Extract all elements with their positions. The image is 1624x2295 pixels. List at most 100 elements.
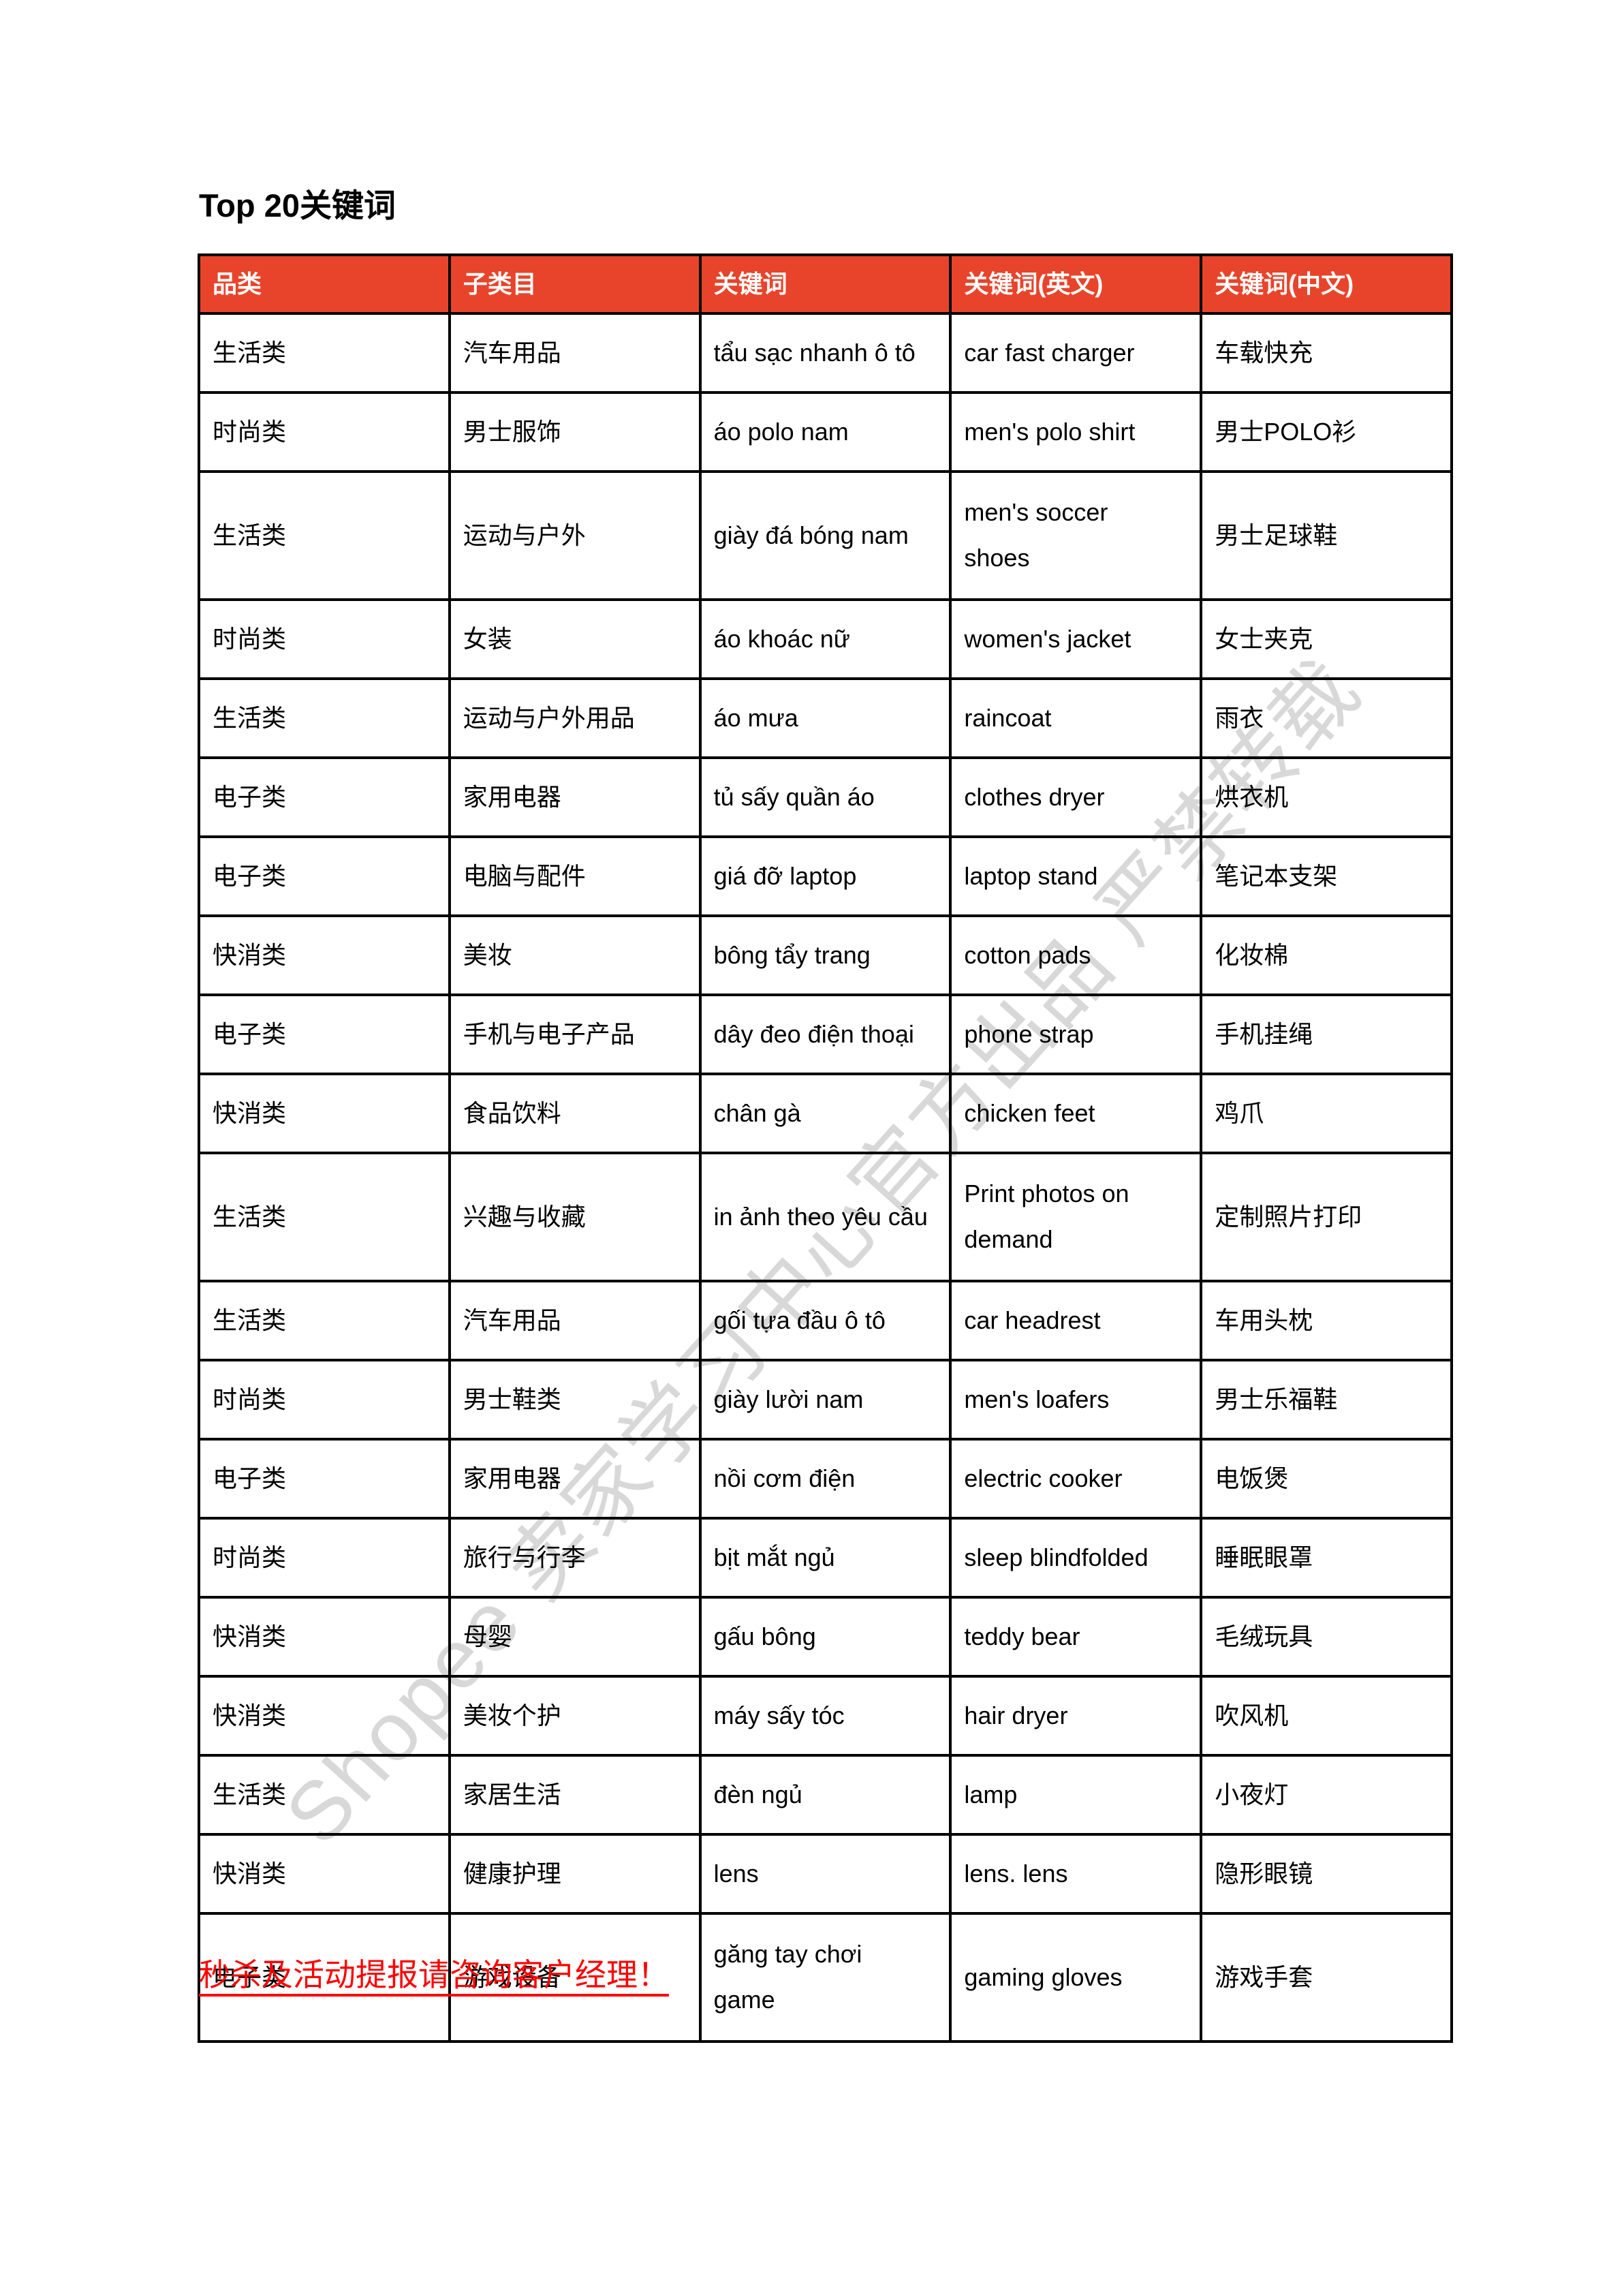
table-row: 生活类 汽车用品 gối tựa đầu ô tô car headrest 车用头枕	[198, 1280, 1453, 1361]
table-cell: gối tựa đầu ô tô	[698, 1280, 952, 1361]
table-cell: 家居生活	[448, 1754, 702, 1836]
header-cell-subcategory: 子类目	[448, 253, 702, 315]
table-row: 生活类 汽车用品 tẩu sạc nhanh ô tô car fast charge…	[198, 312, 1453, 394]
table-row: 生活类 运动与户外 giày đá bóng nam men's soccer sho…	[198, 470, 1453, 601]
table-cell: 生活类	[198, 1754, 451, 1836]
table-cell: 汽车用品	[448, 312, 702, 394]
table-cell: chân gà	[698, 1073, 952, 1154]
table-cell: 快消类	[198, 1596, 451, 1678]
table-cell: 快消类	[198, 1073, 451, 1154]
footer-note: 秒杀及活动提报请咨询客户经理！	[199, 1957, 669, 1992]
table-cell: 雨衣	[1200, 677, 1453, 759]
table-cell: men's polo shirt	[949, 391, 1203, 473]
table-body: 生活类 汽车用品 tẩu sạc nhanh ô tô car fast charge…	[198, 312, 1453, 2043]
table-cell: 家用电器	[448, 1438, 702, 1520]
table-row: 快消类 健康护理 lens lens. lens 隐形眼镜	[198, 1833, 1453, 1915]
table-cell: 时尚类	[198, 1517, 451, 1599]
table-row: 时尚类 旅行与行李 bịt mắt ngủ sleep blindfolded 睡眠眼罩	[198, 1517, 1453, 1599]
table-row: 电子类 家用电器 tủ sấy quần áo clothes dryer 烘衣机	[198, 756, 1453, 838]
table-cell: gaming gloves	[949, 1912, 1203, 2043]
table-cell: 快消类	[198, 914, 451, 996]
table-cell: giày lười nam	[698, 1359, 952, 1441]
table-cell: áo mưa	[698, 677, 952, 759]
table-cell: 男士鞋类	[448, 1359, 702, 1441]
table-row: 快消类 母婴 gấu bông teddy bear 毛绒玩具	[198, 1596, 1453, 1678]
table-cell: cotton pads	[949, 914, 1203, 996]
table-cell: Print photos on demand	[949, 1152, 1203, 1282]
table-row: 快消类 美妆 bông tẩy trang cotton pads 化妆棉	[198, 914, 1453, 996]
table-cell: lens	[698, 1833, 952, 1915]
table-cell: 时尚类	[198, 1359, 451, 1441]
table-cell: phone strap	[949, 994, 1203, 1075]
table-cell: 电子类	[198, 835, 451, 917]
table-cell: 鸡爪	[1200, 1073, 1453, 1154]
table-cell: 快消类	[198, 1833, 451, 1915]
table-cell: 汽车用品	[448, 1280, 702, 1361]
table-cell: 电子类	[198, 756, 451, 838]
table-cell: đèn ngủ	[698, 1754, 952, 1836]
table-row: 快消类 美妆个护 máy sấy tóc hair dryer 吹风机	[198, 1675, 1453, 1757]
table-cell: chicken feet	[949, 1073, 1203, 1154]
table-cell: 母婴	[448, 1596, 702, 1678]
table-cell: 旅行与行李	[448, 1517, 702, 1599]
table-cell: 手机挂绳	[1200, 994, 1453, 1075]
table-cell: laptop stand	[949, 835, 1203, 917]
table-cell: 运动与户外	[448, 470, 702, 601]
table-row: 时尚类 女装 áo khoác nữ women's jacket 女士夹克	[198, 598, 1453, 680]
table-cell: 游戏手套	[1200, 1912, 1453, 2043]
table-cell: 美妆	[448, 914, 702, 996]
table-cell: 男士足球鞋	[1200, 470, 1453, 601]
keywords-table: 品类 子类目 关键词 关键词(英文) 关键词(中文) 生活类 汽车用品 tẩu sạ…	[198, 253, 1453, 2043]
table-cell: car headrest	[949, 1280, 1203, 1361]
table-cell: 化妆棉	[1200, 914, 1453, 996]
page-title: Top 20关键词	[199, 187, 396, 224]
table-cell: 烘衣机	[1200, 756, 1453, 838]
table-cell: gấu bông	[698, 1596, 952, 1678]
header-cell-keyword: 关键词	[698, 253, 952, 315]
table-cell: bịt mắt ngủ	[698, 1517, 952, 1599]
table-cell: 食品饮料	[448, 1073, 702, 1154]
table-row: 快消类 食品饮料 chân gà chicken feet 鸡爪	[198, 1073, 1453, 1154]
table-cell: 女士夹克	[1200, 598, 1453, 680]
table-cell: 兴趣与收藏	[448, 1152, 702, 1282]
table-cell: găng tay chơi game	[698, 1912, 952, 2043]
table-cell: 毛绒玩具	[1200, 1596, 1453, 1678]
table-cell: sleep blindfolded	[949, 1517, 1203, 1599]
table-cell: 手机与电子产品	[448, 994, 702, 1075]
table-cell: bông tẩy trang	[698, 914, 952, 996]
table-cell: giá đỡ laptop	[698, 835, 952, 917]
table-cell: 吹风机	[1200, 1675, 1453, 1757]
table-cell: women's jacket	[949, 598, 1203, 680]
table-cell: 健康护理	[448, 1833, 702, 1915]
table-cell: men's loafers	[949, 1359, 1203, 1441]
table-cell: 生活类	[198, 677, 451, 759]
table-row: 电子类 手机与电子产品 dây đeo điện thoại phone strap 手…	[198, 994, 1453, 1075]
table-cell: 家用电器	[448, 756, 702, 838]
table-cell: 男士服饰	[448, 391, 702, 473]
table-cell: 生活类	[198, 1280, 451, 1361]
table-cell: dây đeo điện thoại	[698, 994, 952, 1075]
header-cell-keyword-en: 关键词(英文)	[949, 253, 1203, 315]
table-cell: electric cooker	[949, 1438, 1203, 1520]
table-cell: máy sấy tóc	[698, 1675, 952, 1757]
table-row: 电子类 电脑与配件 giá đỡ laptop laptop stand 笔记本支架	[198, 835, 1453, 917]
table-cell: 电子类	[198, 1912, 451, 2043]
table-cell: 生活类	[198, 312, 451, 394]
table-cell: men's soccer shoes	[949, 470, 1203, 601]
table-cell: 时尚类	[198, 598, 451, 680]
table-cell: 生活类	[198, 470, 451, 601]
table-cell: 游戏设备	[448, 1912, 702, 2043]
table-cell: 车用头枕	[1200, 1280, 1453, 1361]
table-row: 生活类 家居生活 đèn ngủ lamp 小夜灯	[198, 1754, 1453, 1836]
table-cell: tẩu sạc nhanh ô tô	[698, 312, 952, 394]
header-cell-category: 品类	[198, 253, 451, 315]
table-cell: 隐形眼镜	[1200, 1833, 1453, 1915]
table-cell: hair dryer	[949, 1675, 1203, 1757]
table-cell: 电饭煲	[1200, 1438, 1453, 1520]
table-cell: teddy bear	[949, 1596, 1203, 1678]
table-cell: 美妆个护	[448, 1675, 702, 1757]
table-row: 生活类 运动与户外用品 áo mưa raincoat 雨衣	[198, 677, 1453, 759]
header-cell-keyword-cn: 关键词(中文)	[1200, 253, 1453, 315]
table-cell: 生活类	[198, 1152, 451, 1282]
